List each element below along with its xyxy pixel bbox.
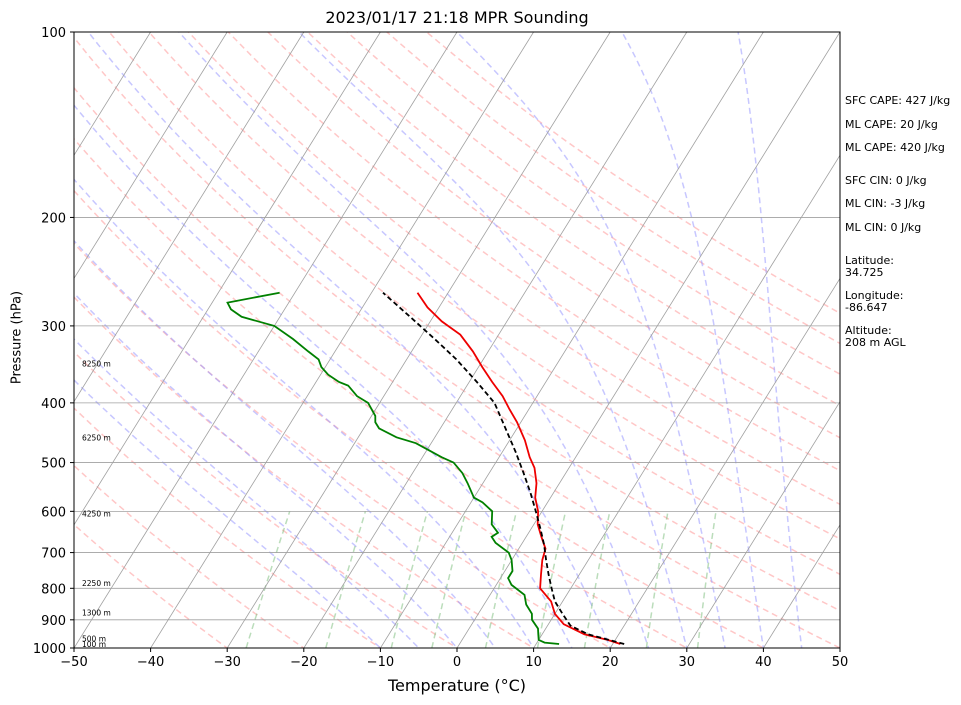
temperature-profile-line: [416, 292, 621, 645]
chart-title: 2023/01/17 21:18 MPR Sounding: [325, 8, 589, 27]
dry-adiabat-line: [148, 32, 840, 540]
axes-ticks: −50 −40 −30 −20 −10 0 10 20 30 40 50 1000 900 800 700 6…: [33, 26, 848, 670]
moist-adiabat-line: [74, 379, 382, 648]
x-tick-label: −10: [367, 655, 394, 670]
moist-adiabat-line: [74, 239, 497, 648]
dry-adiabat-line: [108, 32, 840, 576]
height-label: 4250 m: [82, 510, 111, 519]
dry-adiabat-line: [74, 350, 459, 648]
dry-adiabat-line: [426, 32, 840, 315]
moist-adiabat-line: [74, 178, 535, 648]
isotherm-line: [74, 32, 228, 280]
x-axis-label: Temperature (°C): [387, 676, 527, 695]
moist-adiabat-line: [74, 292, 459, 648]
y-tick-label: 800: [41, 582, 66, 597]
parcel-profile-line: [382, 292, 625, 645]
isotherm-line: [74, 32, 458, 648]
isotherm-line: [150, 32, 534, 648]
moist-adiabat-line: [621, 32, 765, 648]
latitude-label: Latitude:: [845, 254, 894, 267]
y-tick-label: 400: [41, 397, 66, 412]
dry-adiabat-line: [307, 32, 840, 407]
ml-cin-text-2: ML CIN: 0 J/kg: [845, 221, 922, 234]
x-tick-label: −20: [290, 655, 317, 670]
dry-adiabat-line: [74, 296, 536, 648]
mixing-ratio-line: [245, 511, 291, 648]
dry-adiabat-line: [346, 32, 840, 376]
moist-adiabat-line: [178, 32, 650, 648]
longitude-label: Longitude:: [845, 289, 904, 302]
height-label: 8250 m: [82, 359, 111, 368]
x-tick-label: −30: [213, 655, 240, 670]
x-tick-label: 40: [755, 655, 772, 670]
dewpoint-profile-line: [226, 291, 560, 645]
mixing-ratio-line: [390, 511, 429, 648]
ml-cape-text-2: ML CAPE: 420 J/kg: [845, 141, 945, 154]
y-tick-label: 200: [41, 211, 66, 226]
dry-adiabat-line: [74, 523, 229, 648]
y-tick-label: 500: [41, 457, 66, 472]
y-tick-label: 900: [41, 614, 66, 629]
y-tick-label: 700: [41, 547, 66, 562]
latitude-value: 34.725: [845, 266, 884, 279]
y-tick-label: 600: [41, 505, 66, 520]
height-label: 2250 m: [82, 579, 111, 588]
altitude-value: 208 m AGL: [845, 336, 906, 349]
isotherm-line: [74, 32, 151, 156]
background-lines: [74, 32, 840, 648]
mixing-ratio-line: [696, 511, 717, 648]
x-tick-label: 50: [832, 655, 849, 670]
dry-adiabat-line: [74, 189, 689, 648]
x-tick-label: −50: [60, 655, 87, 670]
x-tick-label: 10: [525, 655, 542, 670]
sfc-cape-text: SFC CAPE: 427 J/kg: [845, 94, 951, 107]
isotherm-line: [74, 32, 305, 403]
moist-adiabat-line: [456, 32, 726, 648]
x-tick-label: 30: [679, 655, 696, 670]
isotherm-line: [762, 524, 840, 648]
dry-adiabat-line: [74, 464, 306, 648]
ml-cin-text-1: ML CIN: -3 J/kg: [845, 197, 926, 210]
height-label: 500 m: [82, 634, 106, 643]
dry-adiabat-line: [74, 242, 612, 648]
isotherm-line: [609, 277, 840, 648]
isotherm-line: [533, 154, 840, 648]
moist-adiabat-line: [87, 32, 612, 648]
height-label: 1300 m: [82, 608, 111, 617]
x-tick-label: 20: [602, 655, 619, 670]
ml-cape-text-1: ML CAPE: 20 J/kg: [845, 118, 938, 131]
height-label: 6250 m: [82, 433, 111, 442]
dry-adiabat-line: [74, 86, 840, 648]
isotherm-line: [226, 32, 611, 648]
altitude-label: Altitude:: [845, 324, 892, 337]
y-axis-label: Pressure (hPa): [9, 290, 25, 385]
moist-adiabat-line: [298, 32, 688, 648]
moist-adiabat-line: [737, 32, 803, 648]
x-tick-label: 0: [453, 655, 461, 670]
height-label: 100 m: [82, 640, 106, 649]
y-tick-label: 1000: [33, 642, 66, 657]
dry-adiabat-line: [187, 32, 840, 506]
isotherm-line: [686, 400, 840, 648]
isotherm-line: [379, 32, 764, 648]
dry-adiabat-line: [74, 407, 382, 648]
y-tick-label: 100: [41, 26, 66, 41]
isotherm-line: [456, 32, 840, 648]
dry-adiabat-line: [74, 137, 766, 648]
isotherm-line: [74, 32, 381, 526]
sfc-cin-text: SFC CIN: 0 J/kg: [845, 174, 927, 187]
sounding-series: [226, 291, 625, 645]
mixing-ratio-line: [645, 511, 669, 648]
isotherm-line: [303, 32, 688, 648]
x-tick-label: −40: [137, 655, 164, 670]
y-tick-label: 300: [41, 320, 66, 335]
mixing-ratio-line: [325, 511, 367, 648]
moist-adiabat-line: [74, 338, 420, 648]
mixing-ratio-line: [431, 511, 467, 648]
longitude-value: -86.647: [845, 301, 888, 314]
moist-adiabat-line: [74, 104, 573, 648]
